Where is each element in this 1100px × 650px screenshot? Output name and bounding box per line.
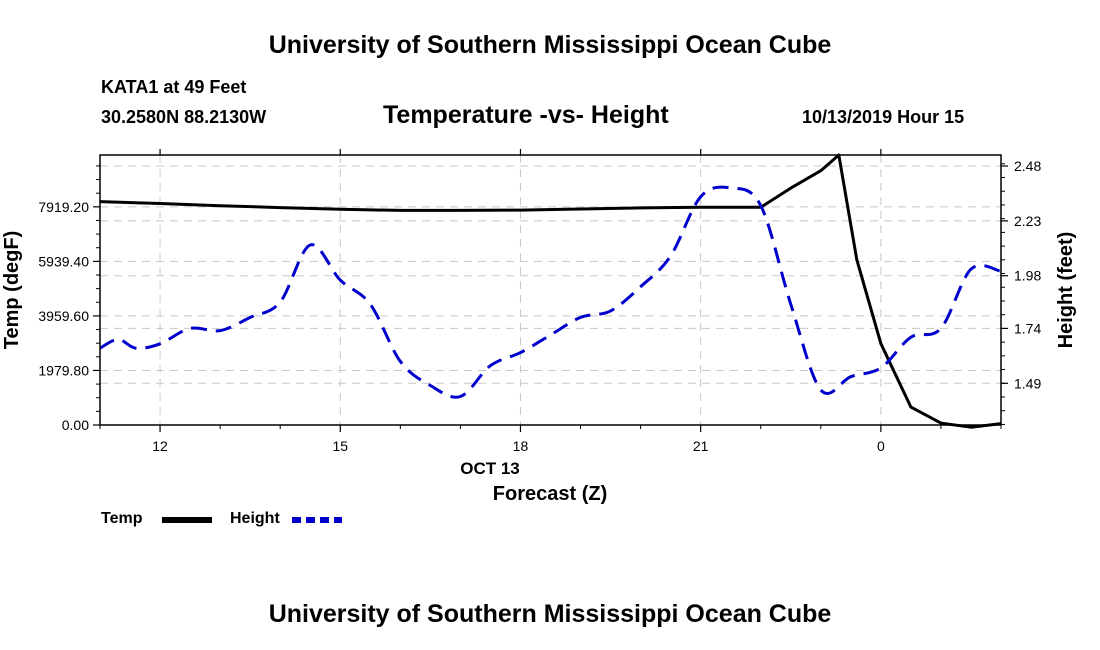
- y-tick-label: 0.00: [62, 417, 89, 433]
- grid-layer: [100, 155, 1001, 425]
- y-tick-label: 7919.20: [38, 199, 89, 215]
- y2-tick-label: 2.23: [1014, 213, 1041, 229]
- x-tick-label: 15: [332, 438, 348, 454]
- forecast-datetime: 10/13/2019 Hour 15: [802, 107, 965, 127]
- x-axis-title: Forecast (Z): [493, 483, 607, 505]
- legend-temp-label: Temp: [101, 510, 143, 527]
- y-tick-label: 5939.40: [38, 253, 89, 269]
- y-tick-label: 3959.60: [38, 308, 89, 324]
- plot-frame: [99, 154, 1002, 426]
- x-tick-label: 0: [877, 438, 885, 454]
- page-title: University of Southern Mississippi Ocean…: [268, 31, 832, 59]
- station-coordinates: 30.2580N 88.2130W: [101, 107, 267, 127]
- x-date-label: OCT 13: [460, 459, 520, 478]
- x-tick-label: 12: [152, 438, 168, 454]
- y-tick-label: 1979.80: [38, 362, 89, 378]
- y2-tick-label: 1.74: [1014, 320, 1041, 336]
- x-tick-label: 21: [693, 438, 709, 454]
- y2-tick-label: 1.49: [1014, 375, 1041, 391]
- series-height-line: [99, 185, 1002, 399]
- y-axis-title: Temp (degF): [1, 231, 23, 350]
- y2-axis-title: Height (feet): [1055, 232, 1077, 349]
- series-layer: [99, 153, 1002, 429]
- chart-subtitle: Temperature -vs- Height: [383, 101, 669, 129]
- axis-layer: 0.00 1979.80 3959.60 5939.40 7919.20 1.49 1.74…: [38, 149, 1041, 454]
- station-label: KATA1 at 49 Feet: [101, 77, 247, 97]
- y2-tick-label: 1.98: [1014, 268, 1041, 284]
- y2-tick-label: 2.48: [1014, 158, 1041, 174]
- legend-height-label: Height: [230, 510, 280, 527]
- series-temp-line: [99, 153, 1002, 429]
- footer-title: University of Southern Mississippi Ocean…: [268, 600, 832, 628]
- x-tick-label: 18: [513, 438, 529, 454]
